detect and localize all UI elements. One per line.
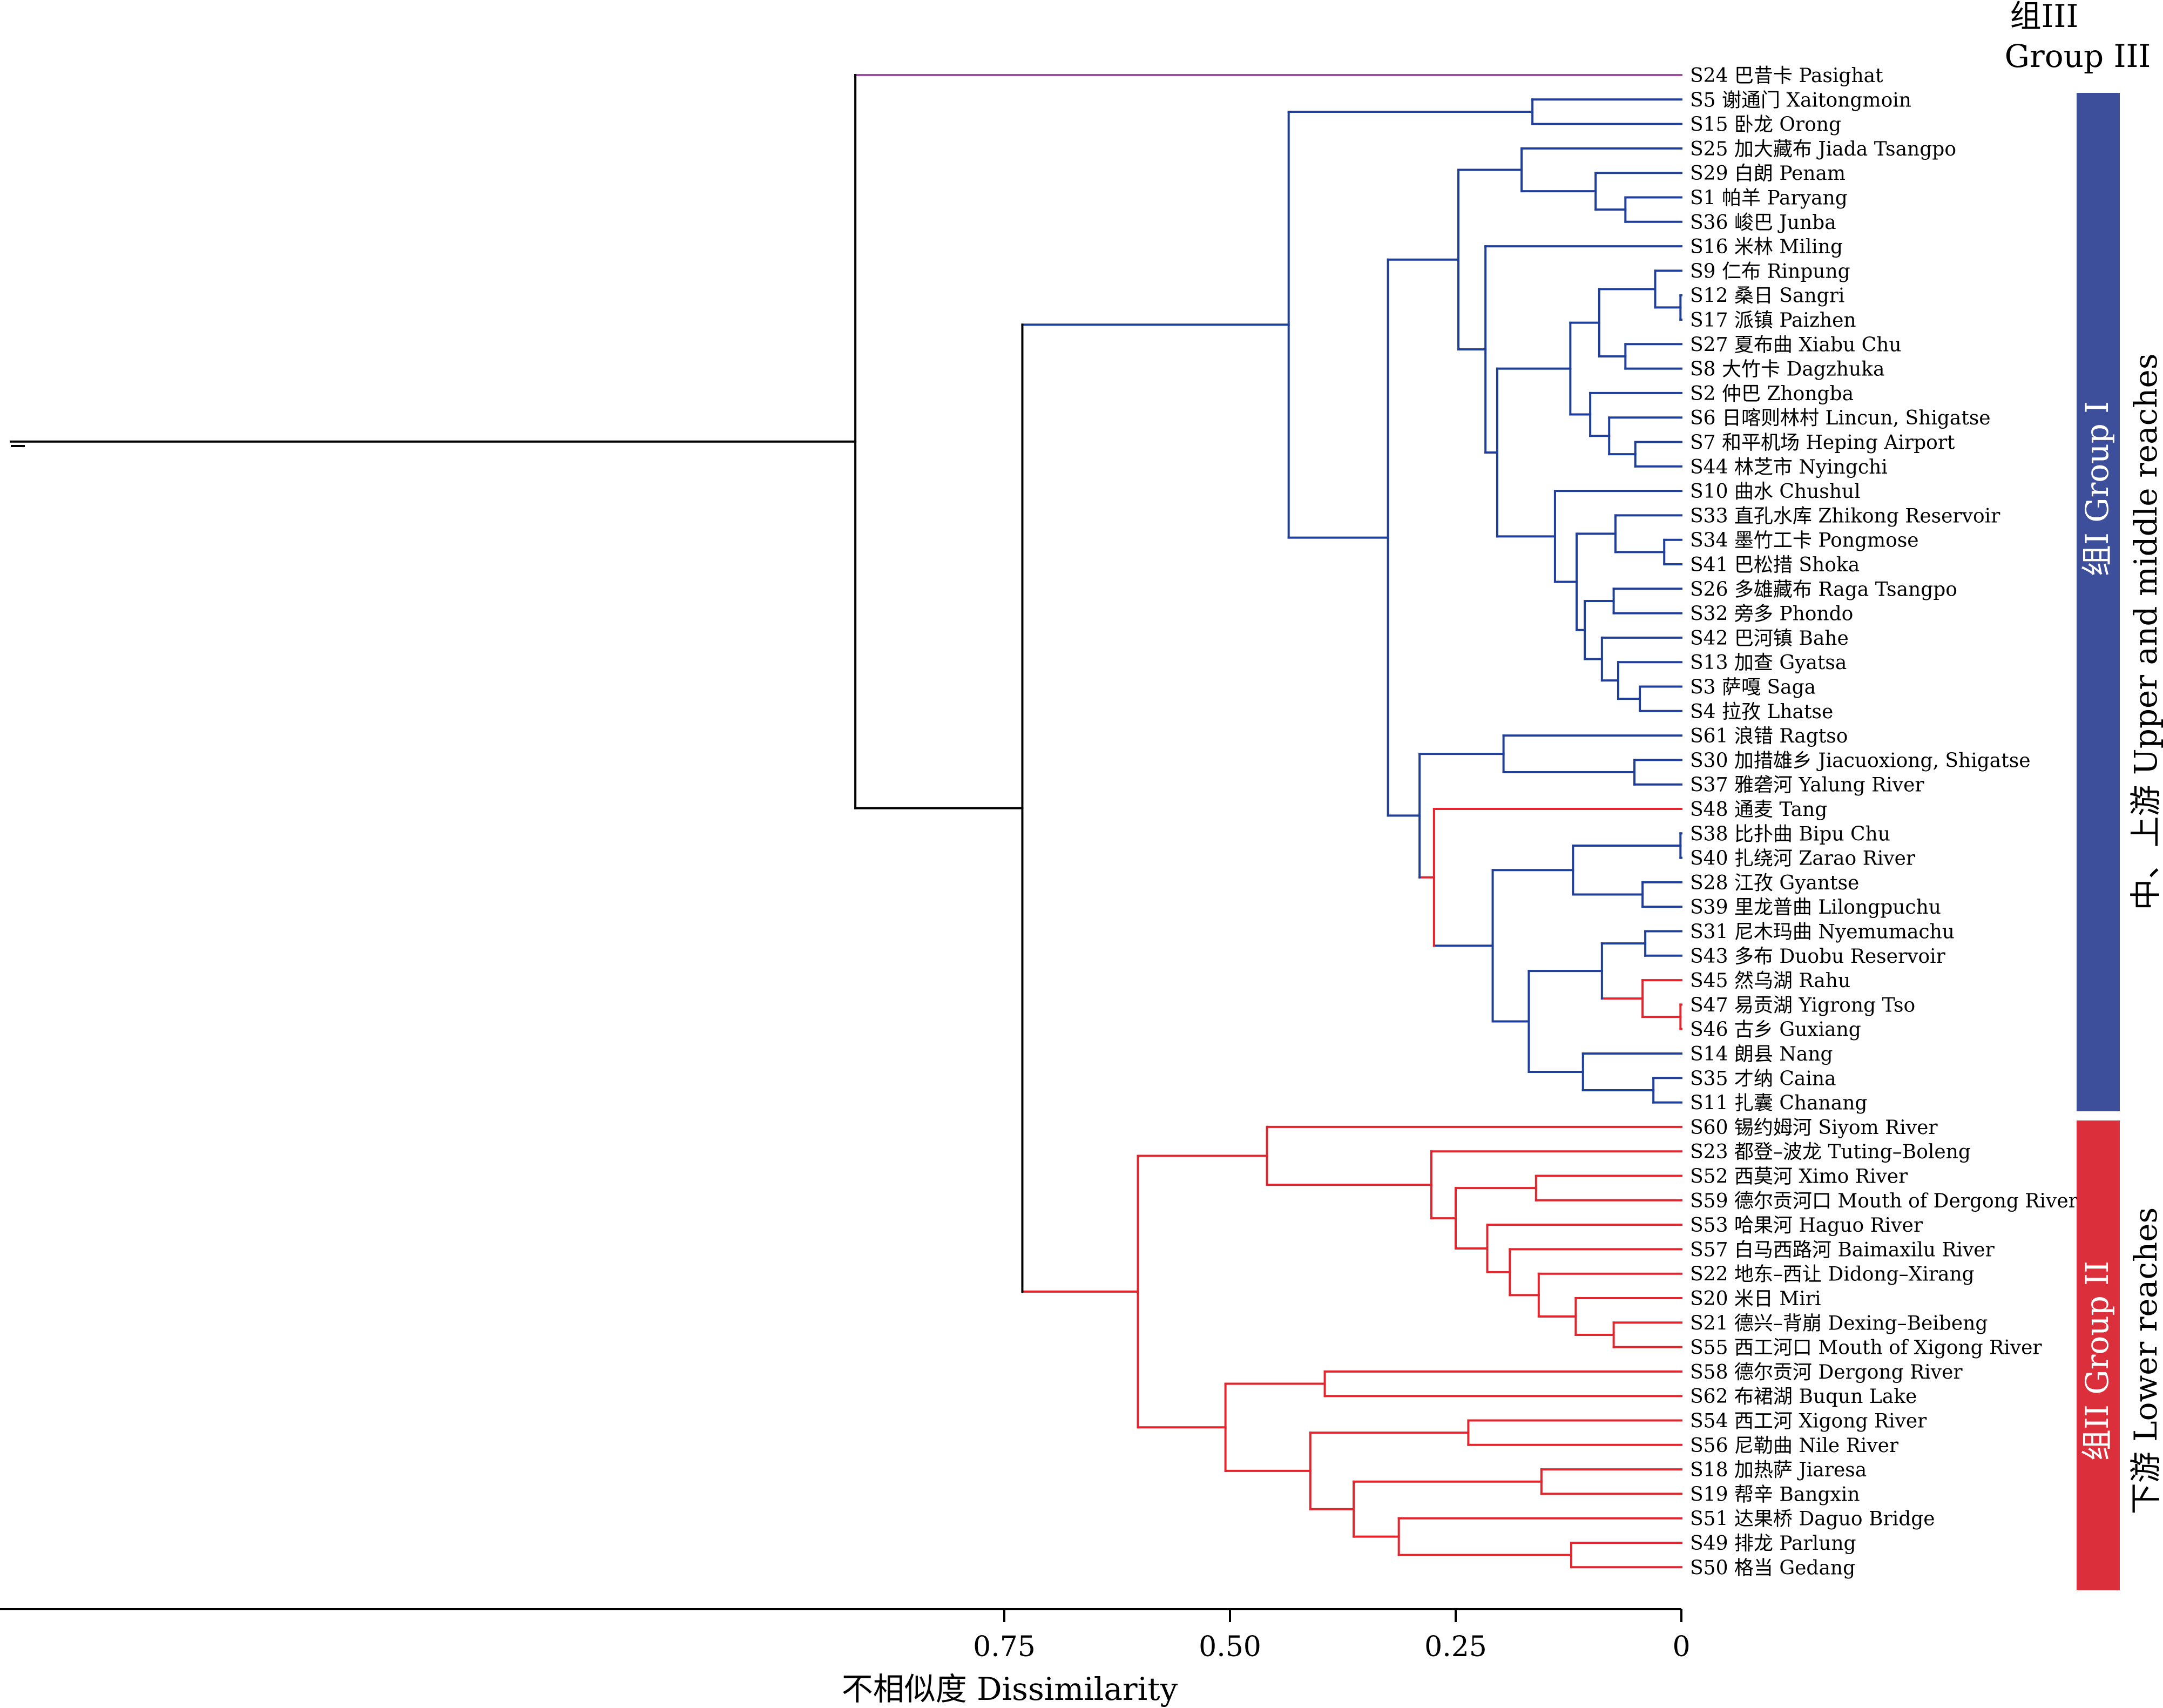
leaf-label: S46 古乡 Guxiang xyxy=(1690,1019,1861,1041)
leaf-label: S49 排龙 Parlung xyxy=(1690,1533,1856,1555)
leaf-label: S59 德尔贡河口 Mouth of Dergong River xyxy=(1690,1190,2078,1212)
leaf-label: S25 加大藏布 Jiada Tsangpo xyxy=(1690,138,1956,160)
leaf-label: S61 浪错 Ragtso xyxy=(1690,725,1848,747)
leaf-label: S42 巴河镇 Bahe xyxy=(1690,627,1849,650)
leaf-label: S35 才纳 Caina xyxy=(1690,1068,1836,1090)
leaf-label: S44 林芝市 Nyingchi xyxy=(1690,456,1888,478)
leaf-label: S51 达果桥 Daguo Bridge xyxy=(1690,1508,1935,1530)
leaf-label: S60 锡约姆河 Siyom River xyxy=(1690,1117,1938,1139)
leaf-label: S6 日喀则林村 Lincun, Shigatse xyxy=(1690,407,1991,429)
leaf-label: S4 拉孜 Lhatse xyxy=(1690,701,1833,723)
leaf-label: S5 谢通门 Xaitongmoin xyxy=(1690,89,1911,111)
leaf-label: S7 和平机场 Heping Airport xyxy=(1690,432,1955,454)
leaf-label: S14 朗县 Nang xyxy=(1690,1043,1833,1065)
leaf-label: S21 德兴–背崩 Dexing–Beibeng xyxy=(1690,1312,1988,1334)
leaf-label: S19 帮辛 Bangxin xyxy=(1690,1483,1860,1506)
group2-bar-label: 组II Group II xyxy=(2079,1261,2115,1461)
leaf-label: S34 墨竹工卡 Pongmose xyxy=(1690,530,1919,552)
leaf-label: S39 里龙普曲 Lilongpuchu xyxy=(1690,896,1941,919)
leaf-label: S30 加措雄乡 Jiacuoxiong, Shigatse xyxy=(1690,750,2031,772)
leaf-label: S50 格当 Gedang xyxy=(1690,1557,1855,1579)
leaf-label: S56 尼勒曲 Nile River xyxy=(1690,1435,1899,1457)
leaf-label: S33 直孔水库 Zhikong Reservoir xyxy=(1690,505,2000,527)
leaf-label: S58 德尔贡河 Dergong River xyxy=(1690,1361,1963,1383)
leaf-label: S8 大竹卡 Dagzhuka xyxy=(1690,359,1884,381)
leaf-label: S17 派镇 Paizhen xyxy=(1690,309,1856,332)
leaf-label: S32 旁多 Phondo xyxy=(1690,603,1853,625)
group3-label: 组III Group III xyxy=(2005,0,2151,75)
leaf-label: S38 比扑曲 Bipu Chu xyxy=(1690,823,1890,845)
leaf-label: S26 多雄藏布 Raga Tsangpo xyxy=(1690,578,1957,600)
leaf-label: S37 雅砻河 Yalung River xyxy=(1690,774,1924,796)
dendrogram-tree xyxy=(10,74,1682,1569)
leaf-label: S10 曲水 Chushul xyxy=(1690,481,1861,503)
leaf-label: S13 加查 Gyatsa xyxy=(1690,652,1847,674)
leaf-label: S57 白马西路河 Baimaxilu River xyxy=(1690,1239,1995,1261)
group2-reach-label: 下游 Lower reaches xyxy=(2127,1207,2163,1515)
leaf-label: S28 江孜 Gyantse xyxy=(1690,872,1859,894)
group1-bar-label: 组I Group I xyxy=(2079,401,2115,576)
leaf-label: S55 西工河口 Mouth of Xigong River xyxy=(1690,1337,2042,1359)
leaf-label: S15 卧龙 Orong xyxy=(1690,114,1841,136)
leaf-label: S2 仲巴 Zhongba xyxy=(1690,383,1854,405)
x-tick-label: 0.50 xyxy=(1199,1631,1261,1663)
leaf-label: S53 哈果河 Haguo River xyxy=(1690,1214,1923,1237)
leaf-label: S62 布裙湖 Buqun Lake xyxy=(1690,1386,1917,1408)
leaf-label: S20 米日 Miri xyxy=(1690,1288,1821,1310)
x-tick-label: 0 xyxy=(1672,1631,1690,1663)
leaf-label: S31 尼木玛曲 Nyemumachu xyxy=(1690,921,1955,943)
leaf-label: S24 巴昔卡 Pasighat xyxy=(1690,65,1883,87)
leaf-label: S27 夏布曲 Xiabu Chu xyxy=(1690,334,1902,356)
leaf-label: S43 多布 Duobu Reservoir xyxy=(1690,946,1946,968)
leaf-label: S41 巴松措 Shoka xyxy=(1690,554,1860,576)
leaf-label: S29 白朗 Penam xyxy=(1690,163,1846,185)
x-axis: 0.75 0.50 0.25 0 xyxy=(0,445,1691,1663)
x-tick-label: 0.25 xyxy=(1424,1631,1487,1663)
leaf-label: S18 加热萨 Jiaresa xyxy=(1690,1459,1867,1481)
group1-reach-label: 中、上游 Upper and middle reaches xyxy=(2127,353,2163,910)
leaf-label: S1 帕羊 Paryang xyxy=(1690,187,1848,210)
group1-bar xyxy=(2077,93,2120,1111)
leaf-label: S47 易贡湖 Yigrong Tso xyxy=(1690,994,1915,1016)
group2-bar xyxy=(2077,1120,2120,1590)
leaf-label: S16 米林 Miling xyxy=(1690,236,1843,258)
leaf-label: S45 然乌湖 Rahu xyxy=(1690,970,1850,992)
leaf-label: S22 地东–西让 Didong–Xirang xyxy=(1690,1264,1975,1286)
group3-label-cn: 组III xyxy=(2010,0,2079,35)
group3-label-en: Group III xyxy=(2005,38,2151,75)
leaf-label: S48 通麦 Tang xyxy=(1690,799,1827,821)
leaf-label: S3 萨嘎 Saga xyxy=(1690,677,1816,699)
leaf-label: S52 西莫河 Ximo River xyxy=(1690,1166,1908,1188)
leaf-label: S54 西工河 Xigong River xyxy=(1690,1410,1927,1433)
x-axis-title: 不相似度 Dissimilarity xyxy=(842,1671,1178,1707)
leaf-label: S36 峻巴 Junba xyxy=(1690,212,1836,234)
leaf-label: S11 扎囊 Chanang xyxy=(1690,1092,1867,1115)
leaf-label: S9 仁布 Rinpung xyxy=(1690,260,1850,282)
x-tick-label: 0.75 xyxy=(973,1631,1036,1663)
leaf-label: S40 扎绕河 Zarao River xyxy=(1690,848,1916,870)
leaf-label: S23 都登–波龙 Tuting–Boleng xyxy=(1690,1141,1971,1163)
leaf-label: S12 桑日 Sangri xyxy=(1690,285,1844,307)
